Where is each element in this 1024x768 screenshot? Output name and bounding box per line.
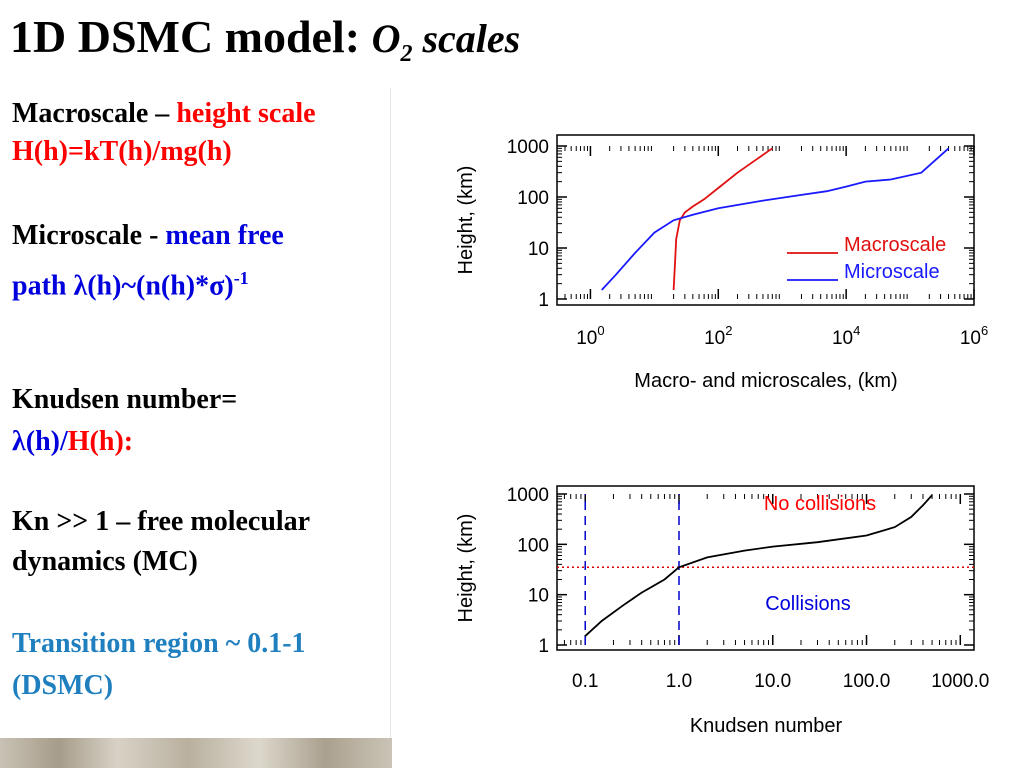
plot-frame (556, 134, 975, 306)
x-axis-label: Knudsen number (690, 715, 843, 737)
x-axis-label: Macro- and microscales, (km) (634, 370, 897, 392)
y-tick-label: 100 (517, 535, 549, 556)
y-axis-label: Height, (km) (455, 166, 477, 275)
y-tick-label: 1000 (507, 137, 549, 158)
kn-line-2: dynamics (MC) (12, 546, 198, 577)
knudsen-formula: λ(h)/H(h): (12, 426, 134, 457)
x-tick-label: 100.0 (843, 671, 891, 692)
series-line-2 (601, 147, 950, 291)
x-tick-label: 102 (704, 323, 732, 349)
x-tick-label: 1000.0 (931, 671, 989, 692)
macroscale-line: Macroscale – height scale (12, 98, 316, 129)
y-axis-label: Height, (km) (455, 514, 477, 623)
x-tick-label: 106 (960, 323, 988, 349)
legend-label: Macroscale (844, 234, 946, 256)
y-tick-label: 1 (538, 290, 549, 311)
scales-chart: Height, (km) Macro- and microscales, (km… (455, 134, 988, 392)
annotation-collisions: Collisions (765, 593, 851, 615)
macroscale-formula: H(h)=kT(h)/mg(h) (12, 136, 232, 167)
knudsen-label: Knudsen number= (12, 384, 238, 415)
y-tick-label: 10 (528, 586, 549, 607)
series-line-1 (672, 147, 773, 291)
decorative-photo-strip (0, 738, 392, 768)
y-tick-label: 1 (538, 636, 549, 657)
x-tick-label: 1.0 (666, 671, 692, 692)
y-tick-label: 10 (528, 239, 549, 260)
series-line-1 (584, 494, 933, 637)
annotation-no-collisions: No collisions (764, 493, 876, 515)
x-tick-label: 100 (576, 323, 604, 349)
slide-title: 1D DSMC model: O2 scales (10, 11, 521, 67)
legend-label: Microscale (844, 261, 940, 283)
transition-line-1: Transition region ~ 0.1-1 (12, 628, 306, 659)
x-tick-label: 0.1 (572, 671, 598, 692)
microscale-line: Microscale - mean free (12, 220, 284, 251)
microscale-formula: path λ(h)~(n(h)*σ)-1 (12, 268, 249, 302)
left-text-panel: Macroscale – height scale H(h)=kT(h)/mg(… (0, 88, 391, 738)
transition-line-2: (DSMC) (12, 670, 114, 701)
y-tick-label: 1000 (507, 485, 549, 506)
knudsen-chart: Height, (km) Knudsen number 1 10 100 1000 0… (455, 485, 989, 737)
x-tick-label: 104 (832, 323, 860, 349)
x-tick-label: 10.0 (754, 671, 791, 692)
kn-line-1: Kn >> 1 – free molecular (12, 506, 311, 537)
y-tick-label: 100 (517, 188, 549, 209)
